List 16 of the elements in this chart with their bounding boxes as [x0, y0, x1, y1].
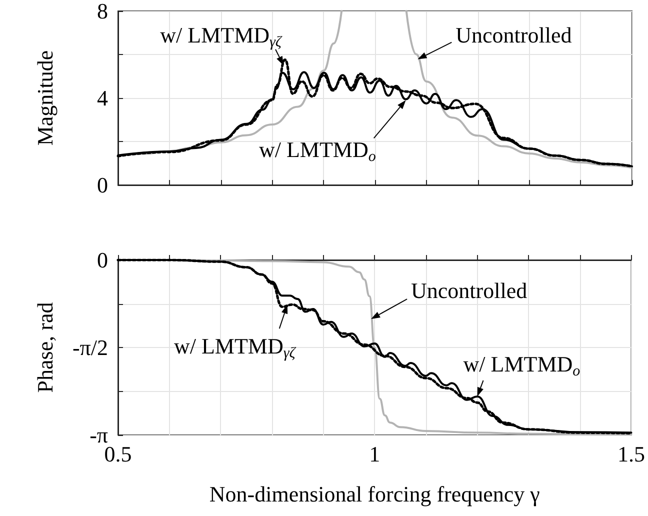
y-axis-title: Magnitude	[32, 50, 58, 146]
y-tick-label: 8	[97, 0, 108, 24]
annotation: w/ LMTMD$_{γζ}$	[160, 22, 282, 50]
y-axis-title: Phase, rad	[32, 302, 58, 393]
x-axis-title: Non-dimensional forcing frequency γ	[209, 482, 540, 506]
y-tick-label: 0	[97, 248, 108, 272]
x-tick-label: 1.5	[618, 442, 645, 466]
y-tick-label: -π/2	[72, 335, 108, 360]
annotation: w/ LMTMD$_{γζ}$	[174, 334, 296, 362]
y-tick-label: 0	[97, 172, 108, 198]
annotation: Uncontrolled	[456, 22, 572, 48]
y-tick-label: 4	[97, 86, 108, 110]
annotation: w/ LMTMD$_{o}$	[463, 351, 581, 380]
x-tick-label: 1	[369, 442, 380, 466]
annotation: Uncontrolled	[411, 278, 528, 304]
annotation: w/ LMTMD$_{o}$	[258, 137, 376, 165]
